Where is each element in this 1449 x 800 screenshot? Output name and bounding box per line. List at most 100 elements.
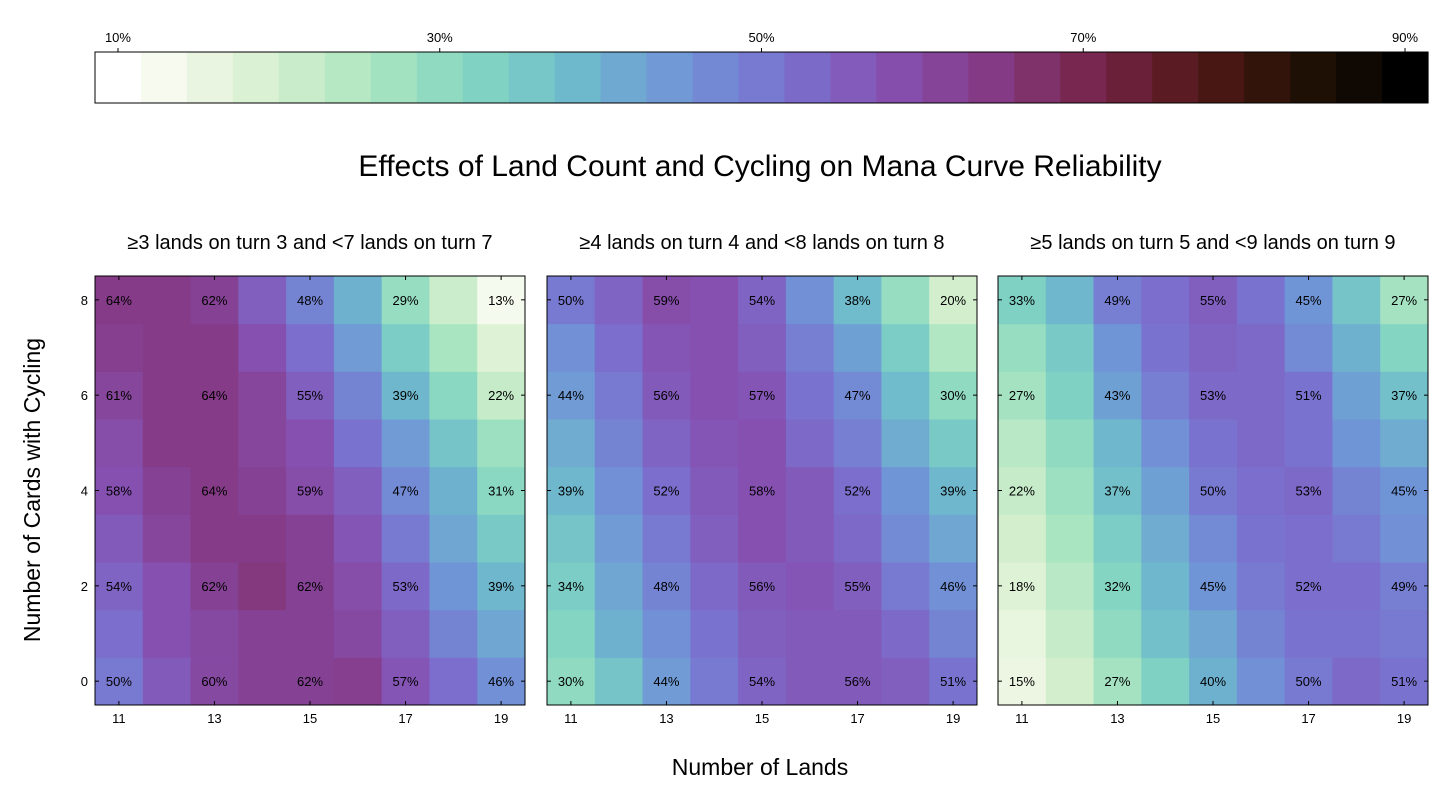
x-tick-label: 17: [850, 711, 864, 726]
cell-value-label: 46%: [940, 579, 966, 594]
heatmap-cell: [690, 609, 739, 658]
heatmap-cell: [95, 657, 144, 706]
heatmap-cell: [547, 657, 596, 706]
heatmap-cell: [1045, 276, 1095, 325]
heatmap-cell: [881, 657, 930, 706]
heatmap-cell: [142, 466, 192, 515]
y-tick-label: 8: [81, 293, 88, 308]
x-tick-label: 19: [1397, 711, 1411, 726]
heatmap-cell: [1332, 609, 1381, 658]
cell-value-label: 40%: [1200, 674, 1226, 689]
heatmap-cell: [1093, 562, 1142, 611]
heatmap-cell: [381, 276, 430, 325]
heatmap-cell: [142, 276, 192, 325]
heatmap-cell: [477, 371, 526, 420]
colorbar-tick-label: 90%: [1392, 30, 1418, 45]
colorbar-segment: [922, 52, 969, 103]
heatmap-cell: [1045, 419, 1095, 468]
heatmap-cell: [881, 609, 930, 658]
cell-value-label: 15%: [1009, 674, 1035, 689]
x-tick-label: 17: [1301, 711, 1315, 726]
heatmap-cell: [1141, 562, 1190, 611]
heatmap-cell: [998, 276, 1047, 325]
cell-value-label: 31%: [488, 484, 514, 499]
cell-value-label: 45%: [1391, 484, 1417, 499]
cell-value-label: 39%: [558, 484, 584, 499]
heatmap-cell: [738, 371, 787, 420]
heatmap-cell: [1141, 419, 1190, 468]
heatmap-cell: [738, 419, 787, 468]
cell-value-label: 56%: [845, 674, 871, 689]
heatmap-cell: [238, 276, 287, 325]
cell-value-label: 22%: [1009, 484, 1035, 499]
cell-value-label: 18%: [1009, 579, 1035, 594]
colorbar-segment: [462, 52, 510, 103]
heatmap-cell: [429, 419, 478, 468]
heatmap-cell: [881, 371, 930, 420]
cell-value-label: 47%: [845, 388, 871, 403]
heatmap-cell: [785, 276, 835, 325]
heatmap-cell: [333, 657, 383, 706]
heatmap-cell: [381, 371, 430, 420]
heatmap-cell: [1236, 419, 1286, 468]
cell-value-label: 51%: [940, 674, 966, 689]
heatmap-cell: [1093, 657, 1142, 706]
heatmap-cell: [785, 514, 835, 563]
colorbar-segment: [186, 52, 234, 103]
heatmap-cell: [833, 276, 882, 325]
colorbar-segment: [416, 52, 464, 103]
heatmap-cell: [929, 323, 978, 372]
heatmap-cell: [929, 609, 978, 658]
heatmap-cell: [642, 657, 691, 706]
heatmap-cell: [1332, 371, 1381, 420]
heatmap-cell: [738, 562, 787, 611]
heatmap-cell: [477, 276, 526, 325]
heatmap-cell: [1093, 609, 1142, 658]
colorbar: 10% 30% 50% 70% 90%: [94, 30, 1429, 104]
colorbar-tick-label: 70%: [1070, 30, 1096, 45]
heatmap-cell: [429, 371, 478, 420]
cell-value-label: 37%: [1391, 388, 1417, 403]
heatmap-cell: [929, 514, 978, 563]
cell-value-label: 50%: [558, 293, 584, 308]
heatmap-cell: [142, 419, 192, 468]
heatmap-cell: [477, 466, 526, 515]
colorbar-segment: [1336, 52, 1383, 103]
heatmap-cell: [1236, 466, 1286, 515]
colorbar-segment: [646, 52, 694, 103]
cell-value-label: 64%: [201, 484, 227, 499]
heatmap-cell: [429, 609, 478, 658]
heatmap-cell: [690, 276, 739, 325]
heatmap-cell: [286, 466, 335, 515]
heatmap-cell: [1141, 514, 1190, 563]
heatmap-cell: [1236, 371, 1286, 420]
heatmap-cell: [642, 276, 691, 325]
heatmap-cell: [286, 657, 335, 706]
colorbar-segment: [554, 52, 602, 103]
heatmap-cell: [142, 657, 192, 706]
heatmap-cell: [477, 609, 526, 658]
heatmap-cell: [286, 419, 335, 468]
heatmap-cell: [1236, 609, 1286, 658]
cell-value-label: 55%: [845, 579, 871, 594]
heatmap-cell: [1093, 276, 1142, 325]
cell-value-label: 64%: [201, 388, 227, 403]
heatmap-cell: [1284, 276, 1333, 325]
heatmap-cell: [190, 657, 239, 706]
heatmap-cell: [429, 657, 478, 706]
x-tick-label: 15: [755, 711, 769, 726]
heatmap-cell: [690, 562, 739, 611]
heatmap-cell: [1141, 323, 1190, 372]
cell-value-label: 27%: [1104, 674, 1130, 689]
cell-value-label: 58%: [749, 484, 775, 499]
heatmap-cell: [547, 419, 596, 468]
cell-value-label: 57%: [393, 674, 419, 689]
cell-value-label: 49%: [1104, 293, 1130, 308]
heatmap-cell: [998, 371, 1047, 420]
colorbar-segment: [1382, 52, 1429, 103]
cell-value-label: 30%: [940, 388, 966, 403]
heatmap-cell: [690, 323, 739, 372]
colorbar-segment: [508, 52, 556, 103]
cell-value-label: 45%: [1200, 579, 1226, 594]
